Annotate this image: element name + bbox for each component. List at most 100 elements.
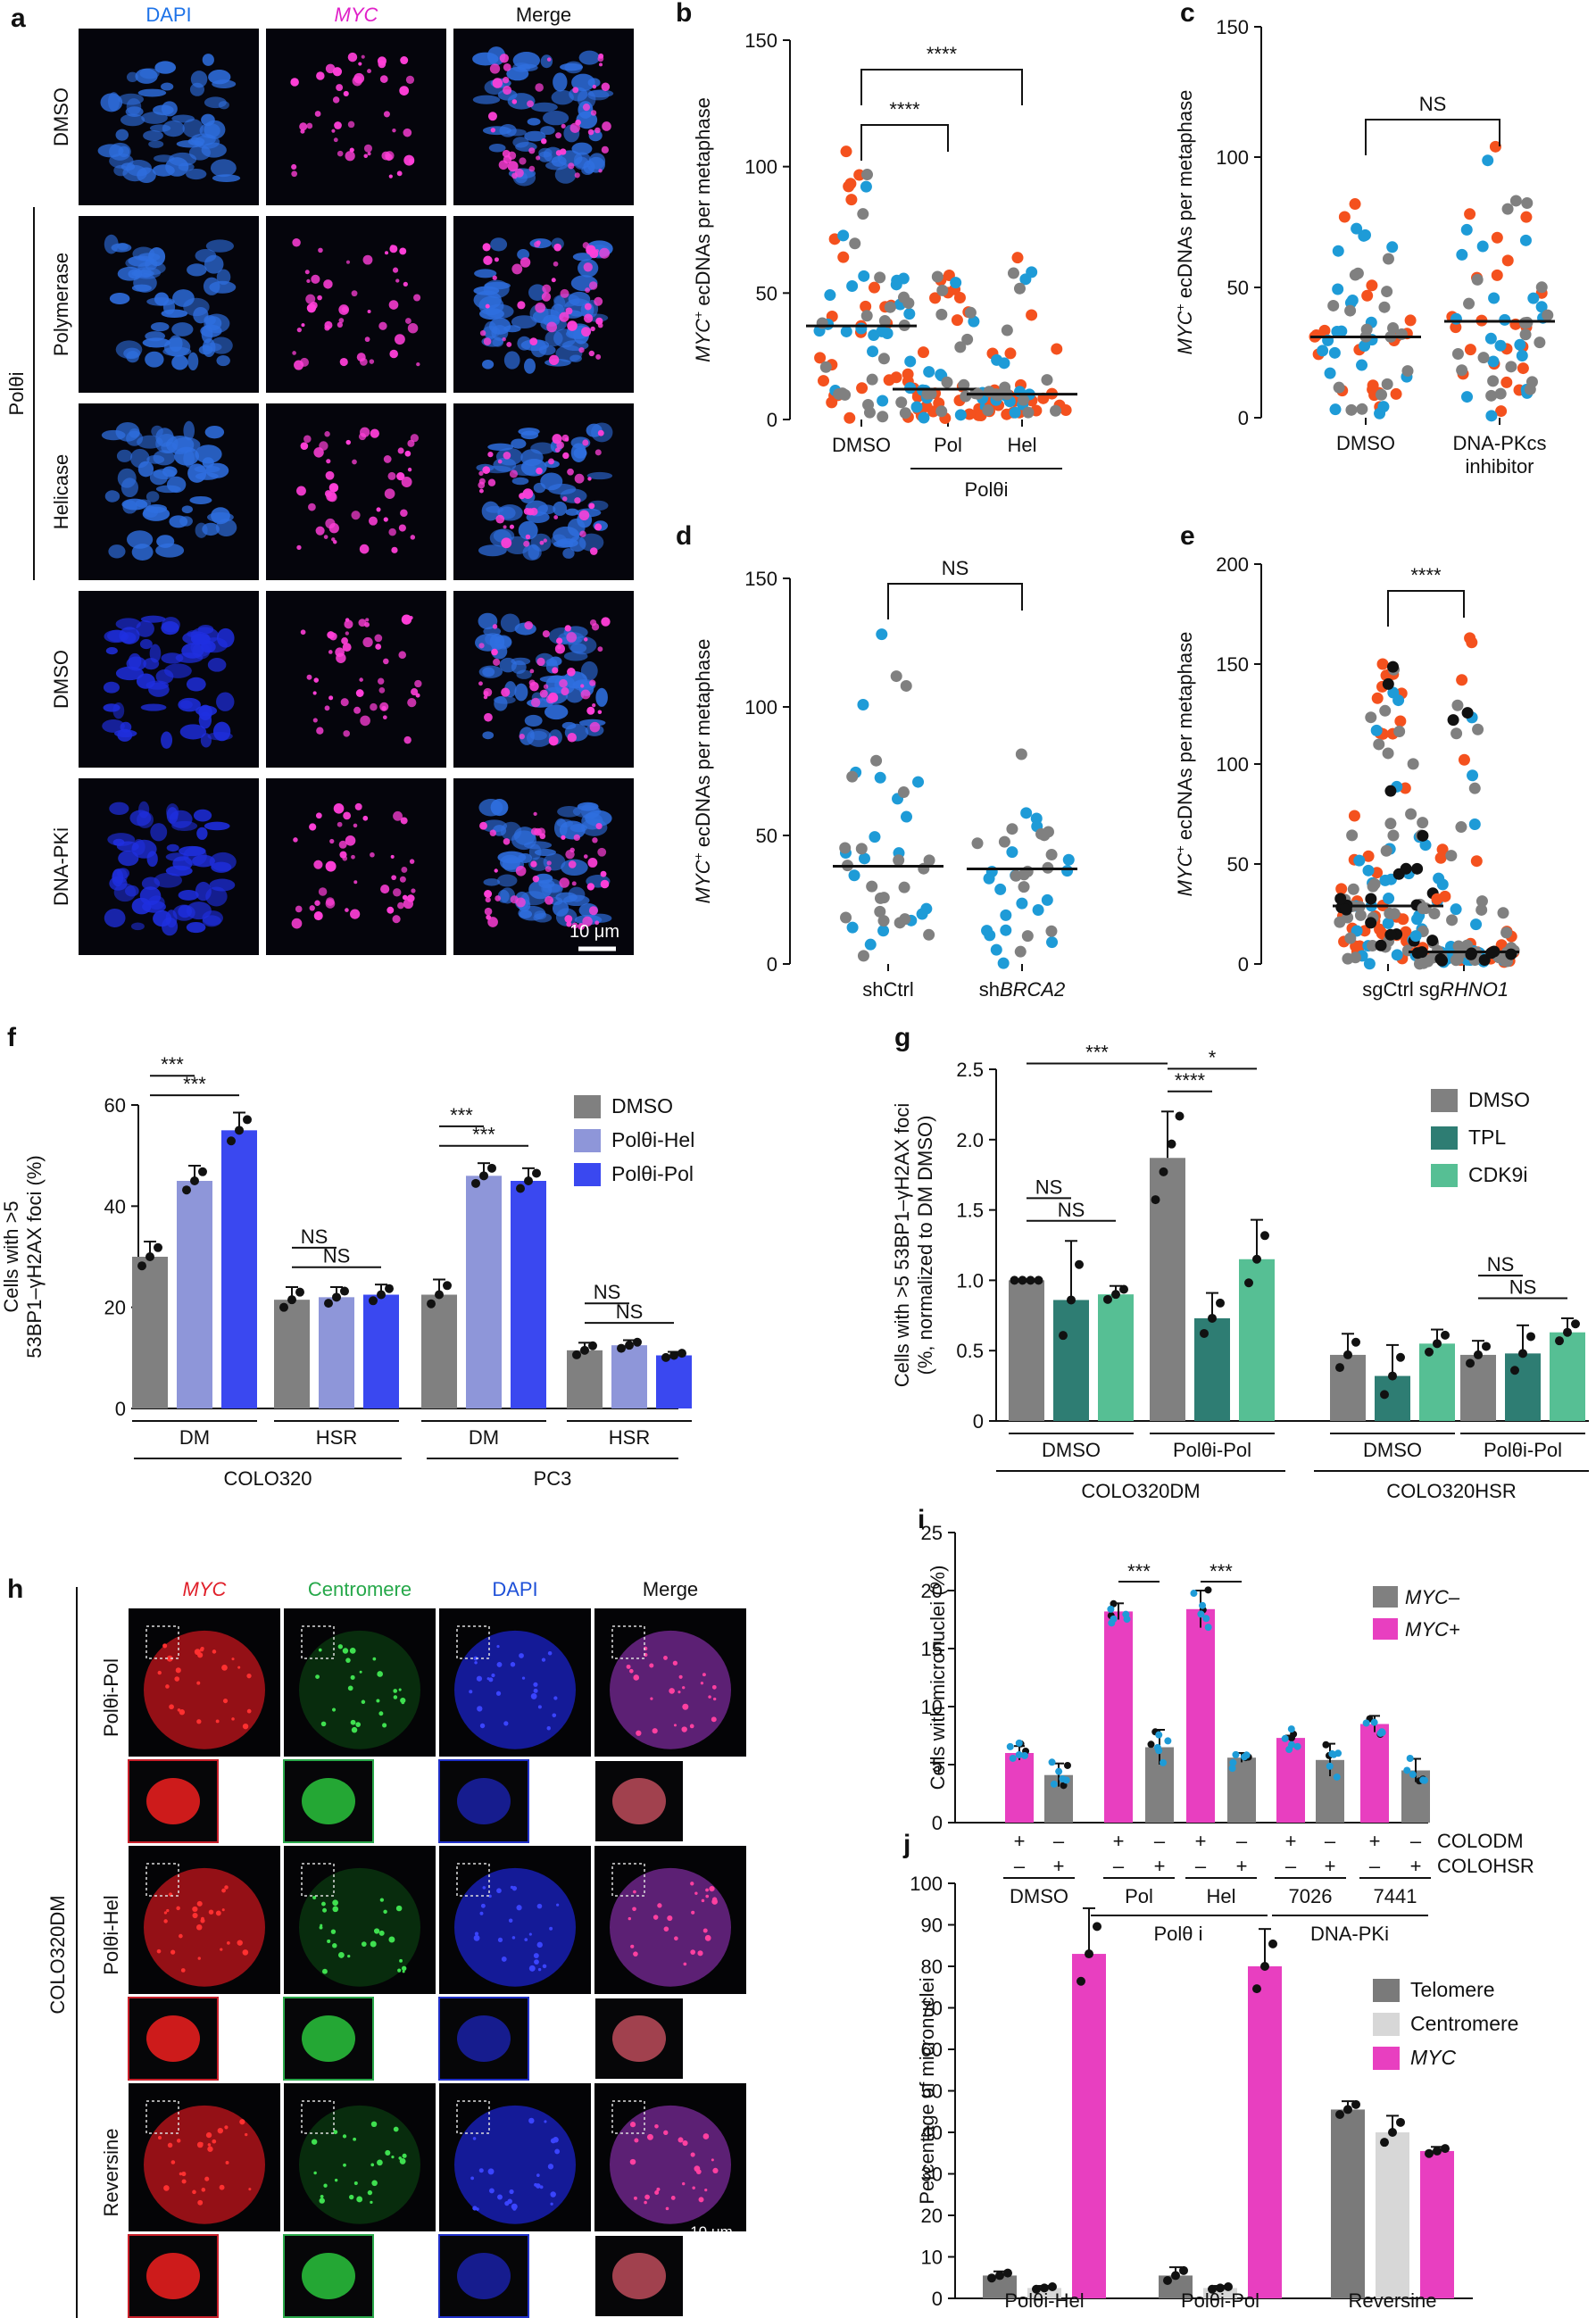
nuclear-focus [474, 1661, 478, 1665]
chromosome [112, 838, 125, 846]
data-point [1535, 301, 1548, 313]
nuclear-focus [327, 1939, 331, 1944]
nuclear-focus [359, 1670, 362, 1674]
y-axis-label-superscript: + [691, 852, 705, 860]
nuclear-focus [690, 2152, 695, 2157]
data-point [1411, 862, 1424, 875]
y-tick-label: 150 [744, 29, 777, 52]
myc-focus [374, 634, 383, 643]
y-tick-label: 0 [1238, 953, 1249, 976]
myc-focus [293, 837, 298, 843]
y-tick-label: 100 [1216, 146, 1249, 169]
nuclear-focus [683, 1962, 687, 1966]
nuclear-focus [377, 2159, 383, 2166]
nuclear-focus [196, 1900, 203, 1907]
myc-focus [308, 503, 316, 511]
micrograph-tile [266, 403, 446, 580]
micrograph-column-header: Merge [643, 1578, 698, 1600]
nuclear-focus [179, 1709, 186, 1716]
myc-focus [583, 854, 588, 859]
x-tick-label: Hel [1007, 434, 1036, 456]
myc-focus [345, 908, 349, 912]
replicate-point [1252, 1254, 1261, 1264]
nuclear-focus [207, 2146, 213, 2152]
y-axis-label-superscript: + [1173, 303, 1187, 311]
legend-label: CDK9i [1468, 1163, 1527, 1186]
nuclear-focus [361, 1941, 367, 1948]
chromosome [479, 308, 504, 320]
data-point [1346, 829, 1359, 842]
nuclear-focus [633, 1674, 640, 1681]
chromosome [108, 544, 126, 559]
chromosome [193, 809, 212, 822]
x-tick-label: shCtrl [862, 978, 913, 1001]
myc-focus [534, 241, 541, 248]
significance-bracket [887, 583, 1023, 619]
nuclear-focus [156, 1948, 162, 1954]
myc-focus [574, 172, 580, 179]
nucleus [144, 1867, 265, 1987]
myc-focus [497, 459, 503, 464]
replicate-point [1107, 1605, 1115, 1613]
chromosome [506, 129, 527, 137]
data-point [994, 883, 1007, 895]
replicate-point [1059, 1331, 1068, 1341]
nuclear-focus [508, 1918, 513, 1923]
nuclear-focus [488, 1677, 494, 1682]
myc-focus [598, 169, 603, 173]
data-point [1332, 245, 1344, 257]
data-point [1401, 365, 1414, 378]
data-point [1046, 936, 1059, 949]
data-point [1466, 636, 1478, 649]
nuclear-focus [488, 2188, 495, 2194]
nuclear-focus [379, 1898, 385, 1902]
replicate-point [1060, 1782, 1068, 1790]
chromosome [540, 54, 553, 69]
nuclear-focus [204, 2176, 210, 2181]
nuclear-focus [237, 1940, 243, 1946]
myc-focus [490, 128, 496, 133]
myc-focus [484, 890, 493, 899]
chromosome [578, 50, 601, 65]
x-tick-label-prefix: sg [1419, 978, 1440, 1001]
chromosome [101, 429, 126, 441]
treatment-mark: + [1154, 1855, 1166, 1877]
myc-focus [527, 508, 535, 516]
y-axis-label: MYC+ ecDNAs per metaphase [691, 639, 714, 904]
nuclear-focus [712, 2167, 719, 2173]
myc-focus [595, 317, 603, 325]
y-tick-label: 100 [744, 696, 777, 719]
nuclear-focus [179, 1933, 183, 1939]
myc-focus [510, 895, 519, 904]
chromosome [512, 62, 531, 72]
replicate-point [633, 1337, 642, 1347]
data-point [1016, 897, 1028, 910]
micrograph-column-header: Centromere [308, 1578, 411, 1600]
data-point [1041, 374, 1053, 386]
data-point [1333, 381, 1345, 394]
data-point [1505, 948, 1517, 960]
data-point [1468, 818, 1481, 830]
chromosome [513, 827, 536, 845]
nuclear-focus [333, 2130, 338, 2135]
data-point [846, 921, 859, 934]
chromosome [186, 677, 206, 692]
chromosome [171, 322, 194, 336]
nuclear-focus [395, 1905, 403, 1912]
nuclear-focus [628, 1668, 634, 1674]
myc-focus [589, 249, 599, 259]
chromosome [104, 908, 126, 927]
myc-focus [339, 357, 348, 367]
data-point [868, 328, 880, 341]
chromosome [202, 54, 214, 66]
micrograph-column-header: DAPI [492, 1578, 537, 1600]
y-axis-label: Cells with >5 [0, 1201, 22, 1312]
myc-focus [566, 921, 572, 927]
chromosome [171, 114, 195, 123]
replicate-point [1164, 1737, 1172, 1745]
data-point [857, 208, 869, 220]
myc-focus [569, 847, 575, 853]
legend-swatch [1373, 2047, 1400, 2070]
y-axis-label-superscript: + [1173, 845, 1187, 852]
bar [1331, 2109, 1365, 2298]
